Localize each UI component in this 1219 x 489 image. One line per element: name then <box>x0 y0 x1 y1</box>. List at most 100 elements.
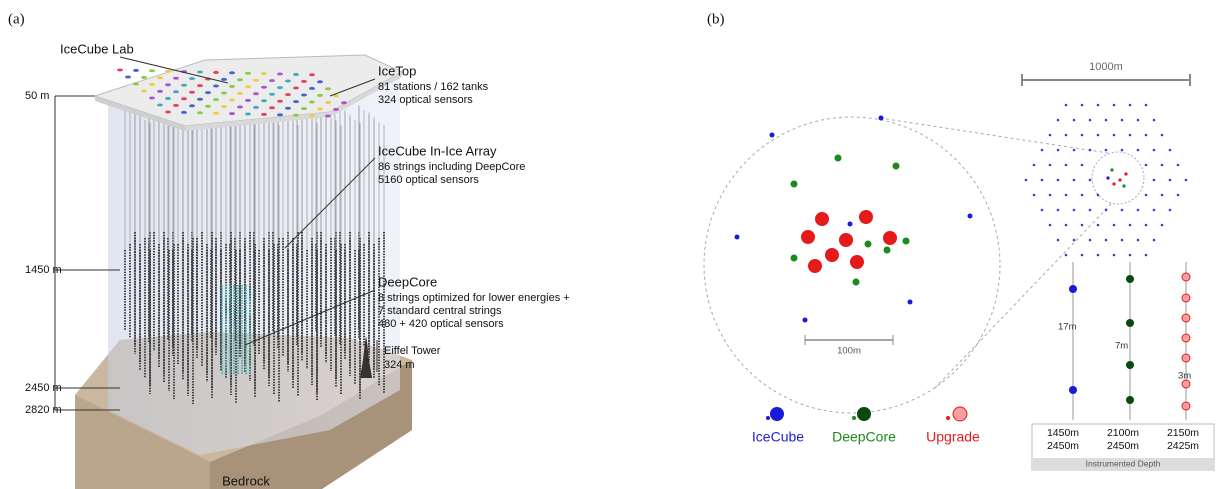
tank <box>269 93 275 96</box>
tank <box>317 108 323 111</box>
sensor <box>1069 386 1077 394</box>
array-dot <box>1129 104 1132 107</box>
tank <box>205 91 211 94</box>
zoom-line <box>935 203 1112 388</box>
tank <box>173 77 179 80</box>
array-dot <box>1145 134 1148 137</box>
array-dot <box>1169 179 1172 182</box>
legend-label: IceCube <box>752 429 804 445</box>
icecube-dot <box>735 235 740 240</box>
array-dot <box>1137 209 1140 212</box>
array-dot <box>1049 194 1052 197</box>
tank <box>197 111 203 114</box>
scale-label: 1000m <box>1089 61 1123 73</box>
tank <box>189 104 195 107</box>
array-dot <box>1121 149 1124 152</box>
upgrade-dot <box>801 230 815 244</box>
tank <box>173 104 179 107</box>
array-dot <box>1081 194 1084 197</box>
deepcore-line: 7 standard central strings <box>378 305 502 317</box>
tank <box>181 84 187 87</box>
array-dot <box>1089 179 1092 182</box>
tank <box>261 113 267 116</box>
tank <box>149 97 155 100</box>
tank <box>125 76 131 79</box>
tank <box>301 80 307 83</box>
tank <box>277 73 283 76</box>
array-dot <box>1049 224 1052 227</box>
array-dot <box>1057 179 1060 182</box>
deepcore-dot <box>791 255 798 262</box>
array-dot <box>1105 239 1108 242</box>
tank <box>261 72 267 75</box>
tank <box>261 86 267 89</box>
array-dot <box>1145 104 1148 107</box>
tank <box>229 71 235 74</box>
tank <box>333 108 339 111</box>
array-dot <box>1081 224 1084 227</box>
array-dot <box>1169 149 1172 152</box>
array-dot <box>1089 209 1092 212</box>
spacing-label: 17m <box>1058 322 1077 333</box>
tank <box>293 73 299 76</box>
icecube-dot <box>908 300 913 305</box>
array-dot <box>1057 149 1060 152</box>
array-dot <box>1065 224 1068 227</box>
array-dot <box>1065 134 1068 137</box>
tank <box>213 71 219 74</box>
icecube-dot <box>770 133 775 138</box>
core-dot <box>1122 184 1125 187</box>
array-dot <box>1129 224 1132 227</box>
tank <box>141 76 147 79</box>
array-dot <box>1145 164 1148 167</box>
tank <box>205 105 211 108</box>
array-dot <box>1089 239 1092 242</box>
array-dot <box>1113 254 1116 257</box>
tank <box>221 105 227 108</box>
array-dot <box>1113 134 1116 137</box>
array-dot <box>1049 164 1052 167</box>
array-dot <box>1049 134 1052 137</box>
tank <box>301 107 307 110</box>
legend-icon <box>953 407 967 421</box>
array-dot <box>1129 254 1132 257</box>
array-dot <box>1177 164 1180 167</box>
deepcore-line: 8 strings optimized for lower energies + <box>378 292 570 304</box>
table-cell: 2100m <box>1107 427 1139 439</box>
core-dot <box>1118 178 1121 181</box>
sensor <box>1126 319 1134 327</box>
array-dot <box>1169 209 1172 212</box>
tank <box>229 85 235 88</box>
core-dot <box>1110 168 1113 171</box>
deepcore-dot <box>893 163 900 170</box>
array-dot <box>1105 209 1108 212</box>
inice-line: 86 strings including DeepCore <box>378 161 525 173</box>
figure: (a) 50 m 1450 m 2450 m 2820 m IceCube La… <box>0 0 1219 489</box>
tank <box>277 86 283 89</box>
legend-icon <box>946 416 950 420</box>
depth-label: 2820 m <box>25 404 62 416</box>
sensor <box>1182 354 1190 362</box>
array-dot <box>1153 209 1156 212</box>
array-dot <box>1065 194 1068 197</box>
scale-label: 100m <box>837 346 861 357</box>
sensor <box>1069 285 1077 293</box>
depth-label: 2450 m <box>25 382 62 394</box>
tank <box>117 69 123 72</box>
tank <box>221 78 227 81</box>
core-dot <box>1124 172 1127 175</box>
array-dot <box>1097 134 1100 137</box>
array-dot <box>1065 254 1068 257</box>
array-dot <box>1137 239 1140 242</box>
array-dot <box>1097 104 1100 107</box>
tank <box>221 92 227 95</box>
legend-label: DeepCore <box>832 429 896 445</box>
deepcore-line: 480 + 420 optical sensors <box>378 318 504 330</box>
tank <box>157 104 163 107</box>
array-dot <box>1065 164 1068 167</box>
tank <box>285 80 291 83</box>
panel-a: (a) 50 m 1450 m 2450 m 2820 m IceCube La… <box>8 11 570 489</box>
icetop-line: 324 optical sensors <box>378 94 473 106</box>
array-dot <box>1089 149 1092 152</box>
sensor <box>1182 294 1190 302</box>
